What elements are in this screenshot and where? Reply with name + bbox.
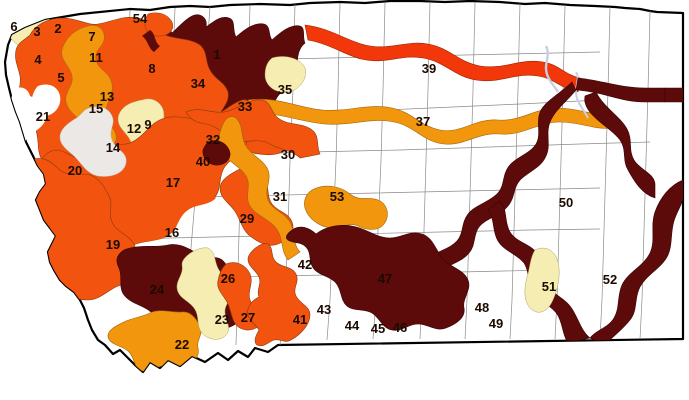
svg-text:29: 29 [240,211,254,226]
svg-text:30: 30 [281,147,295,162]
svg-text:3: 3 [33,24,40,39]
svg-text:50: 50 [559,195,573,210]
svg-text:11: 11 [89,50,103,65]
svg-text:54: 54 [133,11,148,26]
svg-text:5: 5 [57,70,64,85]
svg-text:39: 39 [422,61,436,76]
svg-text:31: 31 [273,189,287,204]
svg-text:37: 37 [416,114,430,129]
svg-text:47: 47 [378,271,392,286]
svg-text:24: 24 [150,282,165,297]
svg-text:21: 21 [36,109,50,124]
svg-text:16: 16 [165,225,179,240]
svg-text:14: 14 [106,140,121,155]
svg-text:46: 46 [393,320,407,335]
svg-text:20: 20 [68,163,82,178]
svg-text:1: 1 [213,47,220,62]
svg-text:34: 34 [191,76,206,91]
svg-text:4: 4 [34,52,42,67]
svg-text:40: 40 [196,154,210,169]
svg-text:6: 6 [10,19,17,34]
svg-text:9: 9 [144,117,151,132]
svg-text:2: 2 [54,21,61,36]
svg-text:17: 17 [166,175,180,190]
svg-text:41: 41 [293,312,307,327]
svg-text:42: 42 [298,257,312,272]
svg-text:48: 48 [475,300,489,315]
svg-text:27: 27 [241,310,255,325]
svg-text:26: 26 [221,271,235,286]
svg-text:33: 33 [238,99,252,114]
svg-text:12: 12 [127,121,141,136]
svg-text:53: 53 [330,189,344,204]
svg-text:43: 43 [317,302,331,317]
svg-text:52: 52 [603,272,617,287]
svg-text:32: 32 [206,132,220,147]
svg-text:49: 49 [489,316,503,331]
svg-text:15: 15 [89,101,103,116]
svg-text:45: 45 [371,321,385,336]
svg-text:44: 44 [345,318,360,333]
svg-text:7: 7 [88,29,95,44]
svg-text:19: 19 [106,237,120,252]
svg-text:23: 23 [215,312,229,327]
svg-text:51: 51 [542,279,556,294]
svg-text:22: 22 [175,337,189,352]
svg-text:8: 8 [148,61,155,76]
svg-text:35: 35 [278,82,292,97]
